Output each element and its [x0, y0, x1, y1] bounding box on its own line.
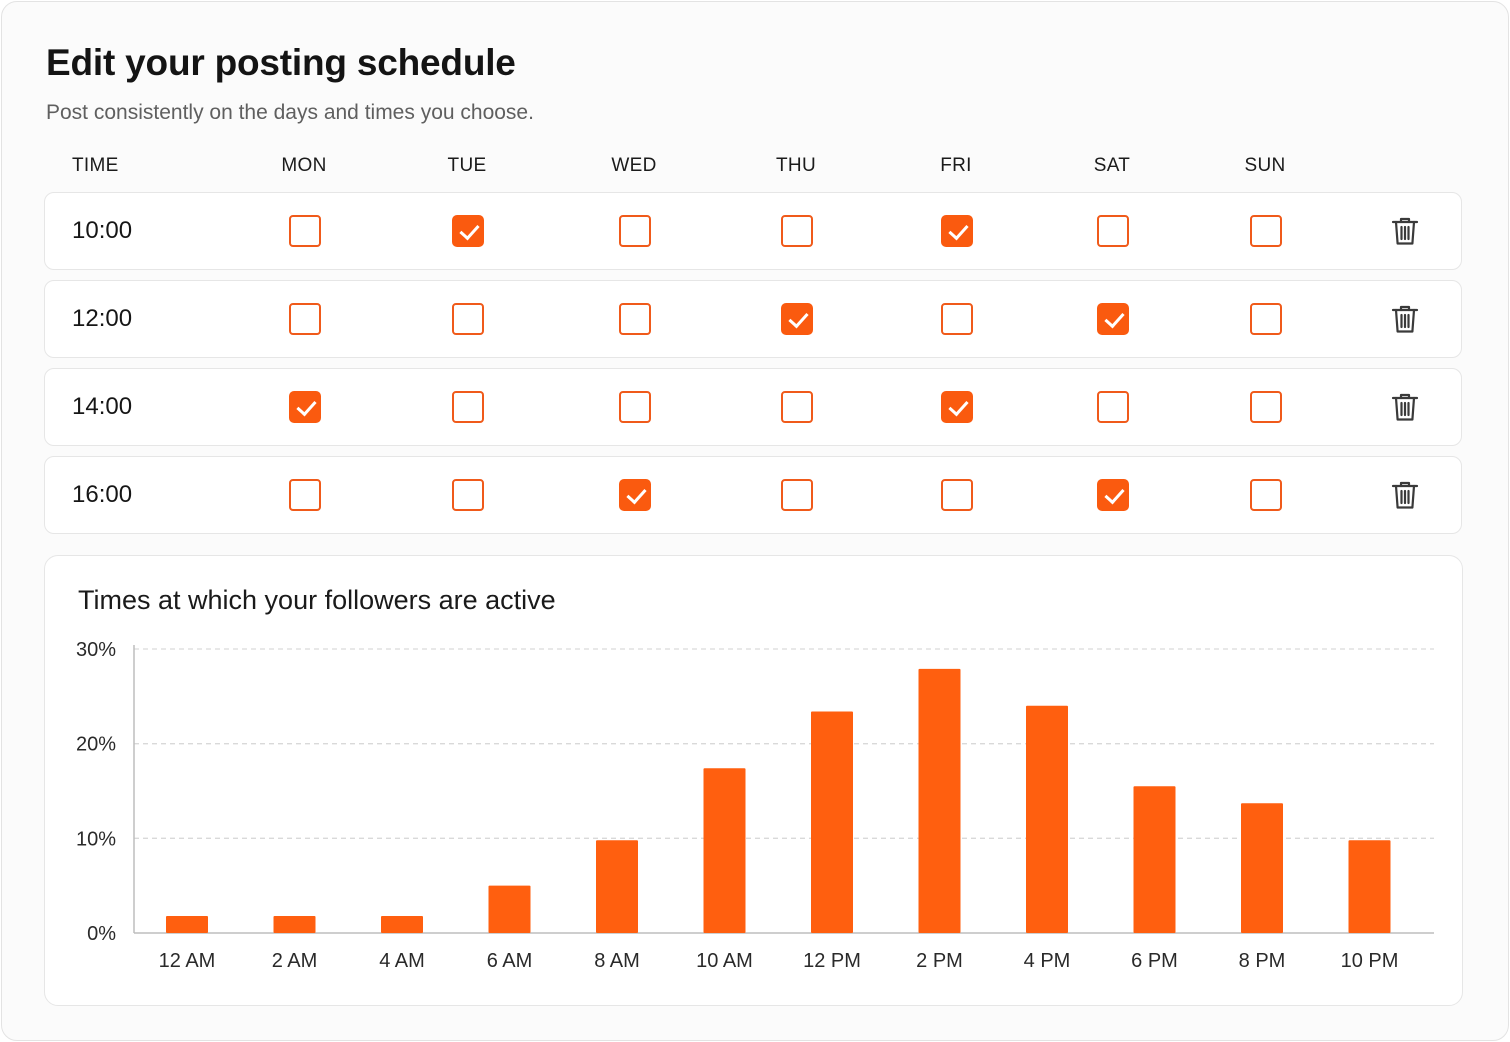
row-time-label: 14:00 — [72, 393, 133, 420]
day-checkbox-wed[interactable] — [619, 303, 651, 335]
bar-2-am — [273, 915, 316, 933]
bar-8-am — [596, 840, 638, 933]
row-time-label: 16:00 — [72, 481, 133, 508]
day-checkbox-fri[interactable] — [941, 479, 973, 511]
column-header-wed: WED — [611, 155, 657, 176]
x-tick-label: 10 AM — [696, 950, 753, 972]
bar-6-pm — [1133, 786, 1176, 933]
day-checkbox-wed[interactable] — [619, 215, 651, 247]
schedule-row: 12:00 — [44, 280, 1462, 358]
x-tick-label: 12 PM — [803, 950, 861, 972]
day-checkbox-fri[interactable] — [941, 303, 973, 335]
x-tick-label: 8 AM — [594, 950, 640, 972]
day-checkbox-sun[interactable] — [1250, 303, 1282, 335]
x-tick-label: 6 PM — [1131, 950, 1178, 972]
schedule-row: 10:00 — [44, 192, 1462, 270]
day-checkbox-sun[interactable] — [1250, 215, 1282, 247]
day-checkbox-mon[interactable] — [289, 303, 321, 335]
bar-10-pm — [1348, 840, 1391, 933]
day-checkbox-thu[interactable] — [781, 391, 813, 423]
column-header-time: TIME — [72, 155, 119, 176]
day-checkbox-fri[interactable] — [941, 391, 973, 423]
day-checkbox-sun[interactable] — [1250, 479, 1282, 511]
day-checkbox-sat[interactable] — [1097, 215, 1129, 247]
column-header-fri: FRI — [940, 155, 972, 176]
day-checkbox-thu[interactable] — [781, 303, 813, 335]
row-time-label: 12:00 — [72, 305, 133, 332]
follower-activity-chart: Times at which your followers are active… — [44, 555, 1463, 1006]
day-checkbox-tue[interactable] — [452, 479, 484, 511]
bar-4-pm — [1026, 705, 1068, 933]
x-tick-label: 8 PM — [1239, 950, 1286, 972]
day-checkbox-wed[interactable] — [619, 391, 651, 423]
column-header-sat: SAT — [1093, 155, 1131, 176]
x-tick-label: 12 AM — [159, 950, 216, 972]
y-tick-label: 10% — [76, 828, 116, 850]
bar-12-pm — [811, 711, 853, 933]
row-time-label: 10:00 — [72, 217, 133, 244]
chart-title: Times at which your followers are active — [78, 585, 556, 615]
bar-10-am — [703, 768, 746, 933]
day-checkbox-thu[interactable] — [781, 215, 813, 247]
day-checkbox-tue[interactable] — [452, 215, 484, 247]
day-checkbox-sat[interactable] — [1097, 391, 1129, 423]
day-checkbox-wed[interactable] — [619, 479, 651, 511]
day-checkbox-mon[interactable] — [289, 215, 321, 247]
day-checkbox-thu[interactable] — [781, 479, 813, 511]
page-subtitle: Post consistently on the days and times … — [46, 101, 534, 124]
y-tick-label: 20% — [76, 734, 116, 756]
bar-8-pm — [1241, 803, 1283, 933]
day-checkbox-sat[interactable] — [1097, 479, 1129, 511]
page-title: Edit your posting schedule — [46, 42, 516, 83]
day-checkbox-sat[interactable] — [1097, 303, 1129, 335]
x-tick-label: 10 PM — [1341, 950, 1399, 972]
x-tick-label: 2 AM — [272, 950, 318, 972]
trash-icon[interactable] — [1390, 303, 1420, 335]
day-checkbox-tue[interactable] — [452, 303, 484, 335]
day-checkbox-mon[interactable] — [289, 479, 321, 511]
schedule-row: 14:00 — [44, 368, 1462, 446]
column-header-mon: MON — [281, 155, 327, 176]
day-checkbox-mon[interactable] — [289, 391, 321, 423]
column-header-tue: TUE — [447, 155, 487, 176]
trash-icon[interactable] — [1390, 391, 1420, 423]
bar-4-am — [381, 915, 423, 933]
chart-plot: 0% 10% 20% 30% 12 AM 2 AM 4 AM 6 AM 8 AM 10 AM 12 … — [76, 639, 1434, 972]
bar-12-am — [166, 915, 208, 933]
schedule-row: 16:00 — [44, 456, 1462, 534]
day-checkbox-tue[interactable] — [452, 391, 484, 423]
x-tick-label: 4 AM — [379, 950, 425, 972]
day-checkbox-fri[interactable] — [941, 215, 973, 247]
column-header-sun: SUN — [1244, 155, 1286, 176]
y-tick-label: 30% — [76, 639, 116, 661]
bar-6-am — [488, 885, 531, 933]
x-tick-label: 2 PM — [916, 950, 963, 972]
trash-icon[interactable] — [1390, 215, 1420, 247]
x-tick-label: 4 PM — [1024, 950, 1071, 972]
trash-icon[interactable] — [1390, 479, 1420, 511]
bar-2-pm — [918, 668, 961, 933]
y-tick-label: 0% — [87, 923, 116, 945]
day-checkbox-sun[interactable] — [1250, 391, 1282, 423]
x-tick-label: 6 AM — [487, 950, 533, 972]
column-header-thu: THU — [776, 155, 816, 176]
